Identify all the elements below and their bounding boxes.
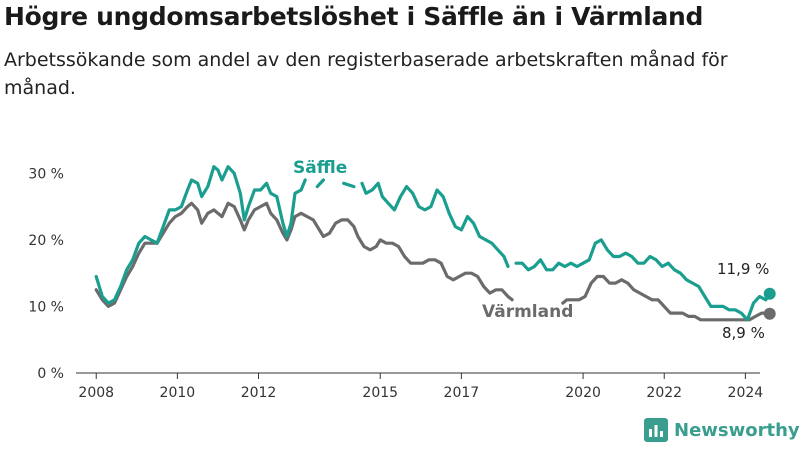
x-tick-label: 2022 (646, 385, 682, 401)
series-line-s-ffle (360, 181, 510, 269)
end-point-v-rmland (763, 307, 776, 320)
series-label-varmland: Värmland (482, 302, 573, 322)
x-tick-label: 2017 (444, 385, 480, 401)
brand-name: Newsworthy (674, 419, 800, 441)
series-line-s-ffle (342, 181, 356, 189)
x-tick-label: 2008 (78, 385, 114, 401)
series-line-v-rmland (561, 274, 772, 322)
y-tick-label: 0 % (37, 366, 64, 382)
y-tick-label: 10 % (28, 299, 64, 315)
x-tick-label: 2015 (362, 385, 398, 401)
series-label-saffle: Säffle (293, 158, 347, 178)
end-label-saffle: 11,9 % (717, 260, 769, 278)
x-tick-label: 2012 (241, 385, 277, 401)
series-labels: Säffle Värmland 11,9 % 8,9 % (293, 158, 769, 342)
chart-subtitle: Arbetssökande som andel av den registerb… (4, 49, 728, 99)
y-axis: 0 % 10 % 20 % 30 % (28, 166, 64, 382)
x-tick-label: 2020 (565, 385, 601, 401)
y-tick-label: 20 % (28, 233, 64, 249)
x-axis: 2008 2010 2012 2015 2017 2020 2022 2024 (76, 372, 764, 401)
series-line-s-ffle (315, 178, 325, 189)
end-label-varmland: 8,9 % (722, 324, 765, 342)
bar-chart-logo-icon (644, 418, 668, 442)
chart-title: Högre ungdomsarbetslöshet i Säffle än i … (4, 2, 704, 31)
series-line-s-ffle (94, 165, 307, 305)
y-tick-label: 30 % (28, 166, 64, 182)
series-lines (94, 165, 776, 322)
series-line-v-rmland (94, 201, 514, 308)
series-line-s-ffle (514, 238, 772, 322)
x-tick-label: 2010 (160, 385, 196, 401)
x-tick-label: 2024 (728, 385, 764, 401)
newsworthy-logo: Newsworthy (644, 418, 800, 442)
end-point-s-ffle (763, 287, 776, 300)
